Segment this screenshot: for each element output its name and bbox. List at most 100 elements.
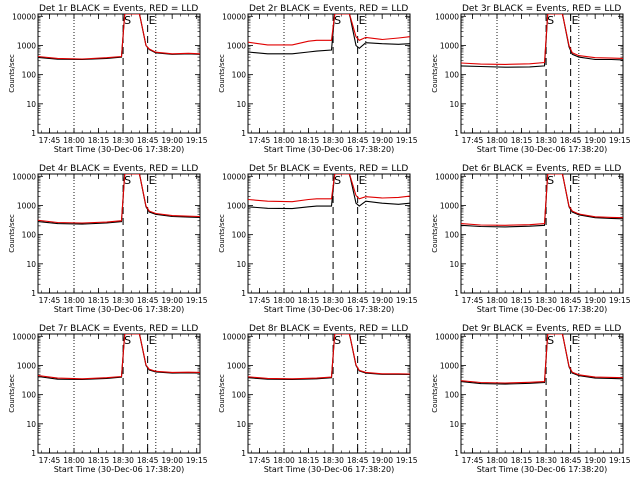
- x-tick-label: 18:00: [273, 456, 295, 465]
- x-tick-label: 18:00: [63, 296, 85, 305]
- y-tick-label: 10: [449, 100, 459, 109]
- series-line-events: [461, 14, 623, 68]
- y-tick-label: 10: [449, 420, 459, 429]
- y-tick-label: 100: [22, 71, 37, 80]
- x-tick-label: 18:00: [63, 456, 85, 465]
- x-tick-label: 18:00: [273, 296, 295, 305]
- detector-panel: Det 9r BLACK = Events, RED = LLD 1 10 100 10…: [431, 324, 631, 474]
- marker-label-e: E: [572, 14, 579, 27]
- y-tick-label: 1: [31, 449, 36, 458]
- plot-frame: [37, 173, 201, 294]
- detector-panel: Det 5r BLACK = Events, RED = LLD 1 10 100 10…: [218, 164, 418, 314]
- y-tick-label: 100: [445, 391, 460, 400]
- y-tick-label: 1: [241, 289, 246, 298]
- y-axis-label: Counts/sec: [218, 54, 226, 93]
- x-tick-label: 17:45: [39, 456, 61, 465]
- x-tick-label: 18:30: [112, 456, 134, 465]
- marker-label-s: S: [334, 174, 341, 187]
- detector-panel: Det 2r BLACK = Events, RED = LLD 1 10 100 10…: [218, 4, 418, 154]
- x-tick-label: 18:45: [560, 136, 582, 145]
- y-tick-label: 10: [26, 100, 36, 109]
- marker-label-e: E: [572, 334, 579, 347]
- y-axis-label: Counts/sec: [218, 374, 226, 413]
- x-tick-label: 19:15: [396, 296, 418, 305]
- y-axis-label: Counts/sec: [431, 374, 439, 413]
- x-tick-label: 18:15: [298, 296, 320, 305]
- x-tick-label: 18:00: [63, 136, 85, 145]
- x-tick-label: 17:45: [249, 296, 271, 305]
- x-tick-label: 18:15: [88, 136, 110, 145]
- x-tick-label: 18:45: [137, 456, 159, 465]
- y-tick-label: 1: [241, 449, 246, 458]
- panel-title: Det 5r BLACK = Events, RED = LLD: [249, 164, 408, 174]
- x-tick-label: 18:30: [535, 456, 557, 465]
- y-tick-label: 10: [26, 420, 36, 429]
- y-tick-label: 1: [241, 129, 246, 138]
- x-tick-label: 19:00: [371, 136, 393, 145]
- y-tick-label: 1: [454, 289, 459, 298]
- series-line-events: [461, 174, 623, 228]
- x-tick-label: 18:45: [347, 456, 369, 465]
- x-tick-label: 19:15: [186, 136, 208, 145]
- y-tick-label: 1000: [17, 41, 36, 50]
- y-tick-label: 100: [232, 231, 247, 240]
- panel-title: Det 3r BLACK = Events, RED = LLD: [462, 4, 621, 14]
- y-tick-label: 100: [232, 71, 247, 80]
- x-tick-label: 18:15: [88, 456, 110, 465]
- y-tick-label: 10000: [222, 12, 246, 21]
- y-tick-label: 100: [22, 391, 37, 400]
- plot-frame: [460, 173, 624, 294]
- detector-panel: Det 8r BLACK = Events, RED = LLD 1 10 100 10…: [218, 324, 418, 474]
- panel-title: Det 8r BLACK = Events, RED = LLD: [249, 324, 408, 334]
- x-tick-label: 18:15: [511, 296, 533, 305]
- y-axis-label: Counts/sec: [8, 214, 16, 253]
- x-tick-label: 18:15: [88, 296, 110, 305]
- x-tick-label: 19:00: [371, 296, 393, 305]
- plot-frame: [37, 13, 201, 134]
- x-tick-label: 19:00: [161, 296, 183, 305]
- marker-label-s: S: [124, 334, 131, 347]
- series-line-lld: [38, 334, 200, 380]
- panel-title: Det 6r BLACK = Events, RED = LLD: [462, 164, 621, 174]
- x-axis-label: Start Time (30-Dec-06 17:38:20): [477, 465, 608, 474]
- marker-label-e: E: [359, 334, 366, 347]
- series-line-lld: [461, 14, 623, 65]
- y-tick-label: 10000: [222, 332, 246, 341]
- x-tick-label: 17:45: [462, 136, 484, 145]
- y-tick-label: 1000: [17, 201, 36, 210]
- series-line-events: [248, 174, 410, 210]
- series-line-events: [248, 14, 410, 55]
- x-tick-label: 18:30: [112, 296, 134, 305]
- y-tick-label: 10000: [435, 12, 459, 21]
- y-tick-label: 10: [449, 260, 459, 269]
- detector-panel: Det 1r BLACK = Events, RED = LLD 1 10 100 10…: [8, 4, 208, 154]
- marker-label-e: E: [149, 14, 156, 27]
- marker-label-s: S: [334, 14, 341, 27]
- marker-label-s: S: [334, 334, 341, 347]
- x-axis-label: Start Time (30-Dec-06 17:38:20): [477, 305, 608, 314]
- series-line-lld: [38, 174, 200, 224]
- marker-label-s: S: [124, 14, 131, 27]
- y-tick-label: 1: [454, 449, 459, 458]
- y-tick-label: 1000: [227, 41, 246, 50]
- marker-label-s: S: [124, 174, 131, 187]
- series-line-events: [461, 334, 623, 385]
- series-line-events: [38, 334, 200, 381]
- panel-title: Det 7r BLACK = Events, RED = LLD: [39, 324, 198, 334]
- x-tick-label: 18:30: [535, 296, 557, 305]
- y-tick-label: 100: [232, 391, 247, 400]
- x-tick-label: 19:15: [609, 456, 631, 465]
- marker-label-e: E: [359, 14, 366, 27]
- x-tick-label: 17:45: [462, 456, 484, 465]
- y-axis-label: Counts/sec: [8, 54, 16, 93]
- x-tick-label: 19:15: [186, 296, 208, 305]
- x-tick-label: 17:45: [249, 136, 271, 145]
- x-axis-label: Start Time (30-Dec-06 17:38:20): [54, 305, 185, 314]
- y-axis-label: Counts/sec: [218, 214, 226, 253]
- y-tick-label: 100: [445, 71, 460, 80]
- detector-panel: Det 3r BLACK = Events, RED = LLD 1 10 100 10…: [431, 4, 631, 154]
- x-tick-label: 19:15: [609, 136, 631, 145]
- detector-panel: Det 6r BLACK = Events, RED = LLD 1 10 100 10…: [431, 164, 631, 314]
- x-axis-label: Start Time (30-Dec-06 17:38:20): [477, 145, 608, 154]
- series-line-lld: [38, 14, 200, 60]
